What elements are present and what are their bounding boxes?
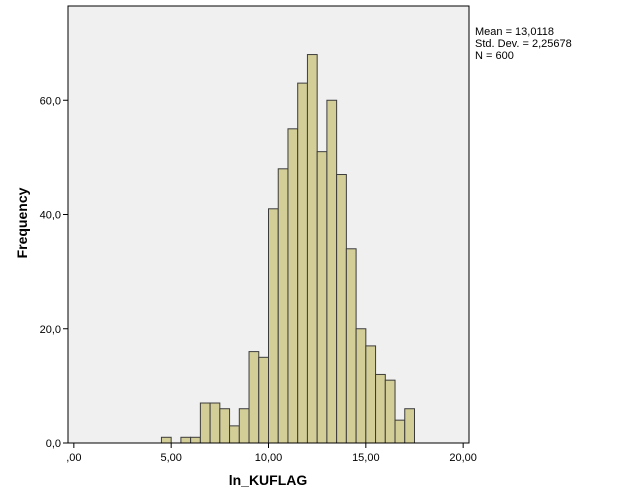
histogram-bar [404,408,415,444]
stats-std-dev: Std. Dev. = 2,25678 [475,38,572,50]
histogram-bar [248,351,260,444]
histogram-bar [160,436,172,444]
histogram-bar [345,248,357,444]
histogram-bar [238,408,250,444]
histogram-bar [297,82,308,444]
y-tick-label: 0,0 [46,438,61,450]
stats-mean: Mean = 13,0118 [475,26,554,38]
histogram-bar [316,151,328,444]
histogram-bar [326,99,338,444]
histogram-bar [268,208,279,444]
x-axis-title: ln_KUFLAG [229,472,308,488]
histogram-bar [180,436,192,444]
ticks-group: ,00 5,00 10,00 15,00 20,00 0,0 20,0 40,0 60,0 [40,95,477,464]
histogram-bar [277,168,289,444]
histogram-bar [394,419,406,444]
x-tick-label: 20,00 [449,452,477,464]
histogram-bar [229,425,240,444]
y-tick-label: 20,0 [40,324,61,336]
histogram-bar [306,54,318,444]
histogram-bar [375,373,386,444]
x-tick-label: ,00 [66,452,81,464]
stats-n: N = 600 [475,50,514,62]
histogram-bar [219,408,231,444]
y-tick-label: 60,0 [40,95,61,107]
x-tick-label: 15,00 [352,452,380,464]
bars-group [160,54,415,444]
y-axis-title: Frequency [14,187,30,258]
y-tick-label: 40,0 [40,210,61,222]
histogram-bar [190,436,201,444]
histogram-bar [199,402,211,444]
histogram-bar [209,402,221,444]
histogram-bar [365,345,377,444]
histogram-bar [384,379,396,444]
x-tick-label: 10,00 [255,452,283,464]
histogram-bar [287,128,299,444]
histogram-bar [336,174,347,444]
histogram-bar [258,356,270,444]
histogram-bar [355,328,367,444]
x-tick-label: 5,00 [160,452,181,464]
